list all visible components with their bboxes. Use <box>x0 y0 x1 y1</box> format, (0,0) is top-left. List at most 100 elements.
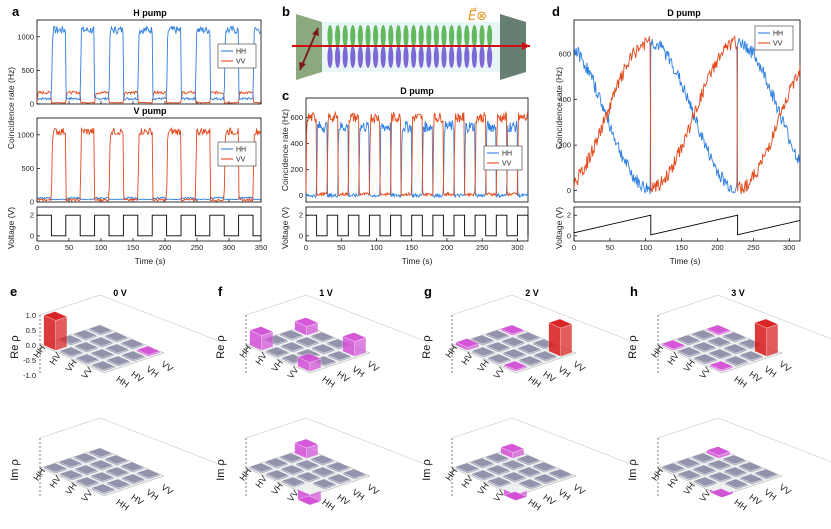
dm-f-im-bar-top <box>249 462 274 473</box>
d-top-ytick-label: 0 <box>567 186 571 195</box>
lc-ellipse-green <box>335 25 341 47</box>
lc-ellipse-purple <box>403 46 409 68</box>
dm-g-im-bar-top <box>548 468 573 479</box>
dm-g-re-bar-top <box>486 341 511 352</box>
dm-f-im-bar-top <box>296 471 321 482</box>
a-bot-frame <box>36 117 262 203</box>
dm-g-im-bar-top <box>516 454 541 465</box>
dm-g-re-col-label: HV <box>541 369 557 384</box>
dm-e-im-bar-top <box>91 483 116 494</box>
dm-h-re-bar-top <box>706 324 731 335</box>
lc-ellipse-purple <box>350 46 356 68</box>
a-bot-series-vv <box>36 127 261 203</box>
dm-e-im-bar-top <box>88 447 113 458</box>
dm-f-im-bar-top <box>280 464 305 475</box>
dm-g-re-back-grid <box>511 294 637 344</box>
dm-e-re-bar-top <box>121 350 146 361</box>
d-volt-xtick-label: 300 <box>783 243 796 252</box>
dm-f-im-bar-top <box>265 469 290 480</box>
dm-g-im-bar-top <box>517 466 542 477</box>
dm-e-re-ztick-label: 0.5 <box>26 326 36 335</box>
dm-h-im-bar-top <box>661 462 686 473</box>
ylabel-d: Coincidence rate (Hz) <box>554 67 564 149</box>
dm-g-im-col-label: HH <box>526 497 542 513</box>
d-volt-xtick-label: 200 <box>711 243 724 252</box>
dm-f-re-bar-top <box>295 336 320 347</box>
lc-ellipse-green <box>441 25 447 47</box>
dm-e-re-bar-top <box>74 341 99 352</box>
lc-ellipse-green <box>395 25 401 47</box>
dm-h-im-bar-top <box>723 466 748 477</box>
a-top-ytick-label: 0 <box>30 100 34 109</box>
dm-f-im-bar-top <box>310 454 335 465</box>
dm-e-re-col-label: VV <box>159 359 175 374</box>
dm-h-re-zlabel: Re ρ <box>627 335 639 358</box>
dm-h-im-col-label: HV <box>747 492 763 507</box>
panel-label-e: e <box>10 284 17 299</box>
dm-f-re-col-label: HH <box>320 374 336 390</box>
c-top-ytick-label: 200 <box>290 165 303 174</box>
lc-ellipse-green <box>327 25 333 47</box>
lc-ellipse-green <box>479 25 485 47</box>
panel-label-a: a <box>12 4 20 19</box>
dm-g-im-back-grid <box>511 417 637 467</box>
dm-f-re-bar-top <box>297 353 322 363</box>
c-top-legend-box <box>483 145 523 171</box>
lc-ellipse-purple <box>342 46 348 68</box>
dm-f-im-bar-top <box>297 495 322 506</box>
dm-h-im-bar-top <box>708 471 733 482</box>
dm-g-re-bar-top <box>485 329 510 340</box>
dm-e-re-bar-top <box>91 360 116 371</box>
dm-h-im-col-label: VH <box>762 487 778 502</box>
dm-g-re-bar-top <box>517 343 542 354</box>
c-volt-xtick-label: 150 <box>405 243 418 252</box>
dm-h-re-bar-top <box>709 360 734 371</box>
dm-f-re-bar-top <box>311 343 336 354</box>
a-bot-ytick-label: 0 <box>30 198 34 207</box>
dm-f-re-bar-top <box>279 329 304 340</box>
dm-g-im-bar-top <box>500 443 525 453</box>
c-top-ytick-label: 600 <box>290 113 303 122</box>
dm-f-re-back-grid <box>305 294 431 344</box>
dm-g-im-bar-top <box>533 473 558 484</box>
chart-a-top: 0 500 1000 HH VV <box>17 19 262 109</box>
dm-h-re-bar-top <box>708 348 733 359</box>
dm-g-re-bar-top <box>455 338 480 348</box>
dm-g-im-bar-top <box>532 461 557 472</box>
chart-a-bottom: 0 500 1000 HH VV <box>17 117 262 207</box>
dm-h-re-bar-top <box>693 353 718 364</box>
a-top-ytick-label: 500 <box>21 66 34 75</box>
dm-f-re-bar-top <box>265 346 290 357</box>
dm-e-im-back-grid <box>99 417 225 467</box>
dm-g-re-zlabel: Re ρ <box>421 335 433 358</box>
lc-ellipse-purple <box>380 46 386 68</box>
lc-ellipse-green <box>411 25 417 47</box>
panel-label-h: h <box>630 284 638 299</box>
dm-e-re-ztick-label: -0.5 <box>23 356 36 365</box>
dm-f-im-bar-top <box>295 459 320 470</box>
dm-h-im-bar-top <box>706 446 731 456</box>
lc-ellipse-green <box>388 25 394 47</box>
dm-g-re-bar-face <box>560 324 573 357</box>
dm-e-re-back-grid <box>39 294 101 316</box>
d-top-ytick-label: 200 <box>558 141 571 150</box>
lc-ellipse-green <box>456 25 462 47</box>
a-top-legend-box <box>217 43 257 69</box>
c-top-ytick-label: 0 <box>299 191 303 200</box>
dm-f-im-back-grid <box>305 417 431 467</box>
polarization-arrow <box>299 27 319 71</box>
dm-f-re-bar-top <box>249 326 274 336</box>
dm-e-im-bar-top <box>104 454 129 465</box>
lc-ellipse-purple <box>456 46 462 68</box>
d-top-ytick-label: 400 <box>558 95 571 104</box>
dm-g-re-col-label: VV <box>571 359 587 374</box>
dm-g-im-bar-top <box>471 469 496 480</box>
dm-g-im-bar-top <box>455 462 480 473</box>
dm-g-re-bar-top <box>518 355 543 366</box>
dm-g-re-back-grid <box>451 294 513 316</box>
lc-ellipse-purple <box>388 46 394 68</box>
dm-e-im-bar-top <box>90 471 115 482</box>
dm-e-re-bar-top <box>120 338 145 349</box>
